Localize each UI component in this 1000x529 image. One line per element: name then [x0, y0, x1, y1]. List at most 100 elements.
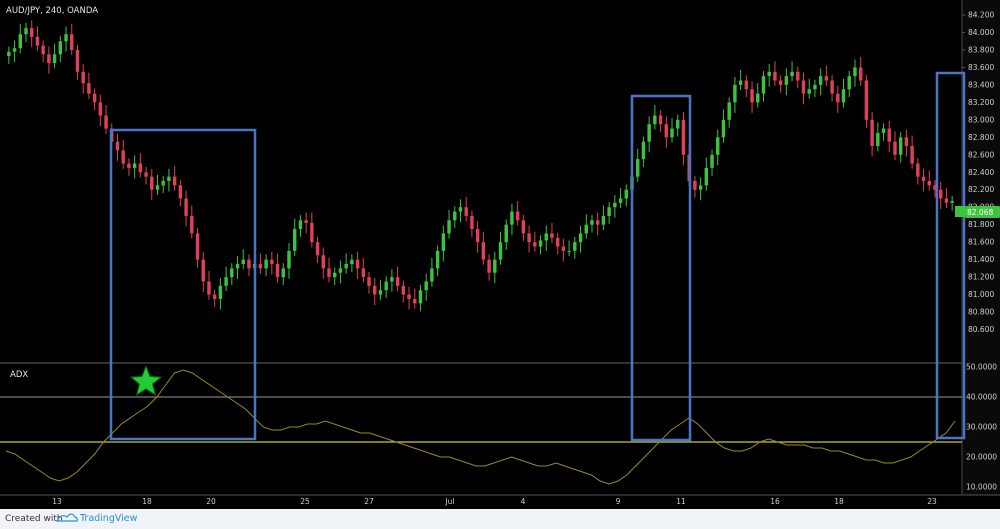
candle: [521, 215, 526, 242]
price-tick-label: 82.600: [968, 150, 994, 159]
candle-body: [881, 128, 886, 133]
price-tick-label: 81.800: [968, 220, 994, 229]
candle-body: [350, 259, 354, 264]
candle: [384, 276, 388, 299]
candle-body: [98, 102, 103, 116]
candle-body: [104, 115, 108, 129]
candle: [744, 75, 749, 98]
candle-body: [127, 163, 131, 168]
candle: [624, 184, 628, 207]
candle: [561, 238, 566, 262]
candle-body: [561, 246, 566, 251]
time-tick-label: 16: [770, 497, 780, 506]
candle: [487, 254, 491, 281]
candle: [733, 77, 737, 113]
star-marker: [129, 364, 163, 396]
candle-body: [910, 146, 914, 164]
candle: [350, 254, 354, 272]
candle: [172, 166, 177, 191]
candle: [355, 251, 360, 279]
time-tick-label: 18: [142, 497, 152, 506]
candle-body: [681, 119, 686, 155]
candle: [161, 175, 165, 194]
candle: [270, 251, 274, 275]
candle-body: [727, 102, 731, 120]
candle-body: [172, 176, 177, 186]
candle-body: [876, 132, 880, 147]
candle-body: [515, 211, 520, 221]
candle: [550, 222, 554, 244]
candle-body: [836, 93, 840, 103]
candle-body: [504, 224, 508, 243]
candle-body: [292, 229, 297, 251]
adx-tick-label: 10.0000: [966, 483, 997, 492]
price-tick-label: 82.800: [968, 133, 994, 142]
adx-tick-label: 50.0000: [966, 363, 997, 372]
candle-body: [475, 229, 480, 243]
adx-line: [5, 369, 956, 485]
candle: [916, 158, 920, 185]
candle-body: [555, 237, 560, 247]
candle: [407, 286, 411, 310]
candle: [853, 59, 857, 87]
footer-brand-link[interactable]: TradingView: [79, 513, 138, 524]
candle: [30, 20, 34, 48]
candle: [824, 65, 829, 86]
candle: [927, 170, 931, 191]
candle-body: [441, 233, 446, 251]
candle-body: [7, 51, 11, 57]
candle-body: [904, 137, 909, 147]
candle-body: [47, 54, 51, 64]
candle-body: [698, 185, 703, 190]
candle: [498, 231, 503, 265]
time-tick-label: 4: [521, 497, 526, 506]
candle-body: [830, 80, 834, 94]
candle-body: [407, 294, 411, 299]
candle-body: [87, 83, 91, 94]
candle: [258, 253, 263, 274]
candle: [361, 257, 366, 283]
candle-body: [390, 277, 394, 282]
candle: [212, 289, 217, 307]
candle-body: [447, 220, 451, 234]
candle-body: [590, 220, 594, 225]
candle: [127, 158, 131, 176]
highlight-box-3: [935, 71, 966, 440]
candle: [664, 116, 669, 148]
candle-body: [184, 198, 188, 216]
candle-body: [304, 220, 308, 223]
candle: [304, 212, 308, 234]
candle: [750, 81, 754, 113]
candle-body: [58, 41, 63, 55]
candle-body: [938, 189, 943, 199]
candle-body: [92, 93, 97, 103]
candle: [933, 180, 937, 198]
candle-body: [212, 294, 217, 299]
candle: [773, 61, 777, 86]
time-tick-label: 18: [834, 497, 844, 506]
candle: [338, 260, 343, 284]
candle: [841, 78, 846, 108]
candle-body: [30, 28, 34, 37]
candle: [950, 195, 954, 211]
candle-body: [670, 128, 674, 138]
tradingview-logo-icon[interactable]: [56, 513, 78, 522]
candlestick-series: [7, 20, 954, 312]
candle-body: [247, 259, 251, 269]
candle: [693, 175, 697, 198]
candle-body: [601, 215, 606, 225]
candle: [390, 269, 394, 292]
candle: [847, 70, 851, 98]
candle: [190, 205, 194, 239]
candle: [658, 110, 663, 133]
price-tick-label: 84.200: [968, 11, 994, 20]
candle-body: [704, 167, 709, 186]
footer-bar: [0, 509, 1000, 529]
candle: [92, 88, 97, 111]
candle: [18, 23, 23, 54]
candle: [538, 235, 543, 255]
candle: [796, 66, 800, 89]
candle: [310, 212, 314, 248]
candle-body: [24, 28, 28, 35]
